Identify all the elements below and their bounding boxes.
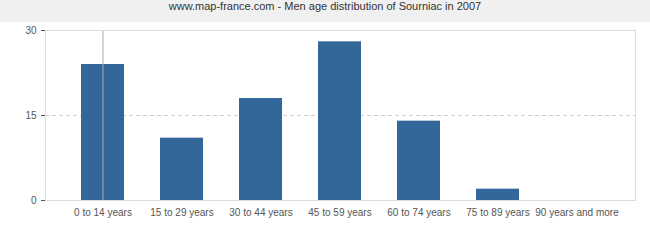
svg-text:30 to 44 years: 30 to 44 years: [229, 207, 292, 218]
svg-text:30: 30: [25, 25, 37, 36]
svg-text:15 to 29 years: 15 to 29 years: [150, 207, 213, 218]
svg-text:45 to 59 years: 45 to 59 years: [308, 207, 371, 218]
svg-text:60 to 74 years: 60 to 74 years: [387, 207, 450, 218]
svg-text:0 to 14 years: 0 to 14 years: [74, 207, 132, 218]
svg-text:75 to 89 years: 75 to 89 years: [466, 207, 529, 218]
html-text:www.map-france.com - Men age d: www.map-france.com - Men age distributio…: [168, 0, 482, 12]
svg-text:90 years and more: 90 years and more: [535, 207, 619, 218]
svg-text:0: 0: [31, 195, 37, 206]
svg-text:15: 15: [25, 110, 37, 121]
